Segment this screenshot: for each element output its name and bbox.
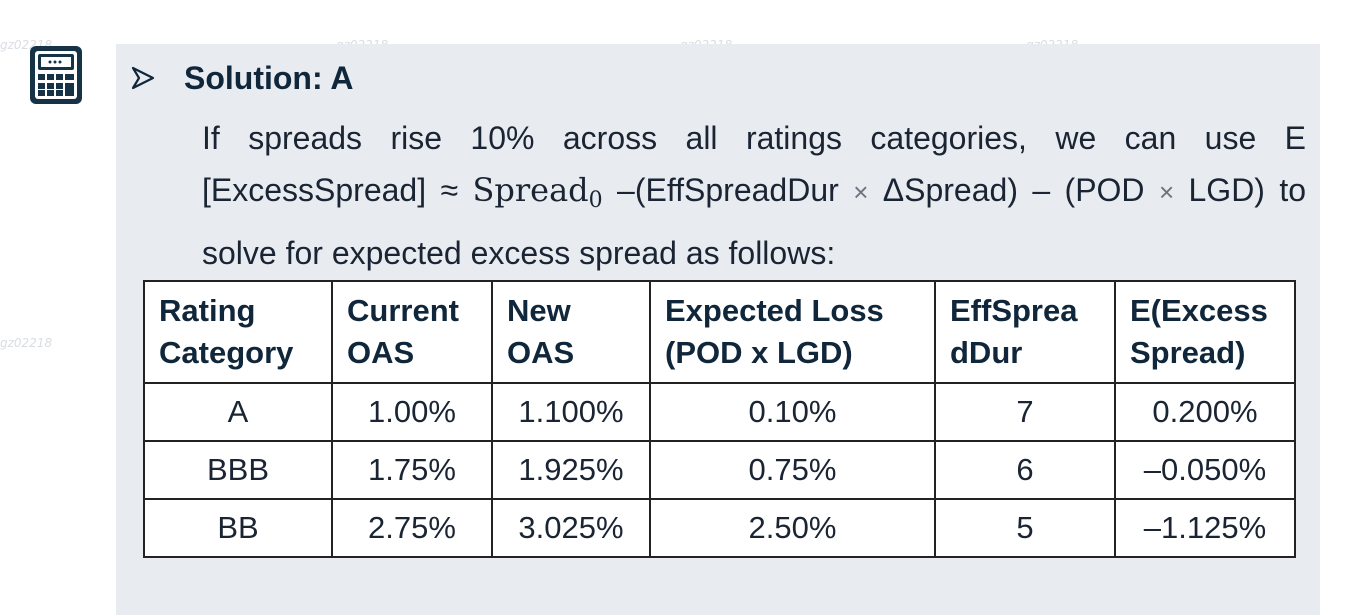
cell-rating: BBB <box>143 440 333 500</box>
cell-rating: BB <box>143 498 333 558</box>
cell-rating: A <box>143 382 333 442</box>
cell-effspreaddur: 6 <box>934 440 1116 500</box>
header-current-oas: Current OAS <box>331 280 493 384</box>
calculator-icon <box>30 46 82 104</box>
header-rating-category: Rating Category <box>143 280 333 384</box>
cell-excess-spread: 0.200% <box>1114 382 1296 442</box>
cell-current-oas: 1.00% <box>331 382 493 442</box>
cell-effspreaddur: 7 <box>934 382 1116 442</box>
table-row: BB 2.75% 3.025% 2.50% 5 –1.125% <box>143 498 1296 558</box>
times-symbol: × <box>853 177 869 207</box>
table-header-row: Rating Category Current OAS New OAS Expecte… <box>143 280 1296 384</box>
header-new-oas: New OAS <box>491 280 651 384</box>
solution-title: Solution: A <box>184 59 354 96</box>
paragraph-line-2: [ExcessSpread] ≈ Spread0 –(EffSpreadDur … <box>202 164 1306 227</box>
formula-subscript: 0 <box>588 188 603 213</box>
solution-heading: Solution: A <box>130 58 353 98</box>
cell-current-oas: 1.75% <box>331 440 493 500</box>
formula-spread: Spread <box>472 171 589 209</box>
formula-part: [ExcessSpread] ≈ <box>202 172 473 208</box>
solution-paragraph: If spreads rise 10% across all ratings c… <box>202 112 1306 279</box>
excess-spread-table: Rating Category Current OAS New OAS Expecte… <box>143 280 1296 558</box>
cell-excess-spread: –0.050% <box>1114 440 1296 500</box>
cell-new-oas: 3.025% <box>491 498 651 558</box>
cell-expected-loss: 0.10% <box>649 382 936 442</box>
cell-current-oas: 2.75% <box>331 498 493 558</box>
cell-effspreaddur: 5 <box>934 498 1116 558</box>
formula-part: ΔSpread) – (POD <box>868 172 1159 208</box>
cell-expected-loss: 0.75% <box>649 440 936 500</box>
arrow-bullet-icon <box>131 66 155 90</box>
table-row: BBB 1.75% 1.925% 0.75% 6 –0.050% <box>143 440 1296 500</box>
cell-new-oas: 1.100% <box>491 382 651 442</box>
times-symbol: × <box>1158 177 1175 207</box>
cell-expected-loss: 2.50% <box>649 498 936 558</box>
paragraph-line-1: If spreads rise 10% across all ratings c… <box>202 120 1306 156</box>
watermark: gz02218 <box>0 336 53 350</box>
cell-new-oas: 1.925% <box>491 440 651 500</box>
formula-part: LGD) to <box>1174 172 1307 208</box>
table-row: A 1.00% 1.100% 0.10% 7 0.200% <box>143 382 1296 442</box>
cell-excess-spread: –1.125% <box>1114 498 1296 558</box>
formula-part: –(EffSpreadDur <box>602 172 854 208</box>
header-effspreaddur: EffSprea dDur <box>934 280 1116 384</box>
header-excess-spread: E(Excess Spread) <box>1114 280 1296 384</box>
header-expected-loss: Expected Loss (POD x LGD) <box>649 280 936 384</box>
paragraph-line-3: solve for expected excess spread as foll… <box>202 235 836 271</box>
